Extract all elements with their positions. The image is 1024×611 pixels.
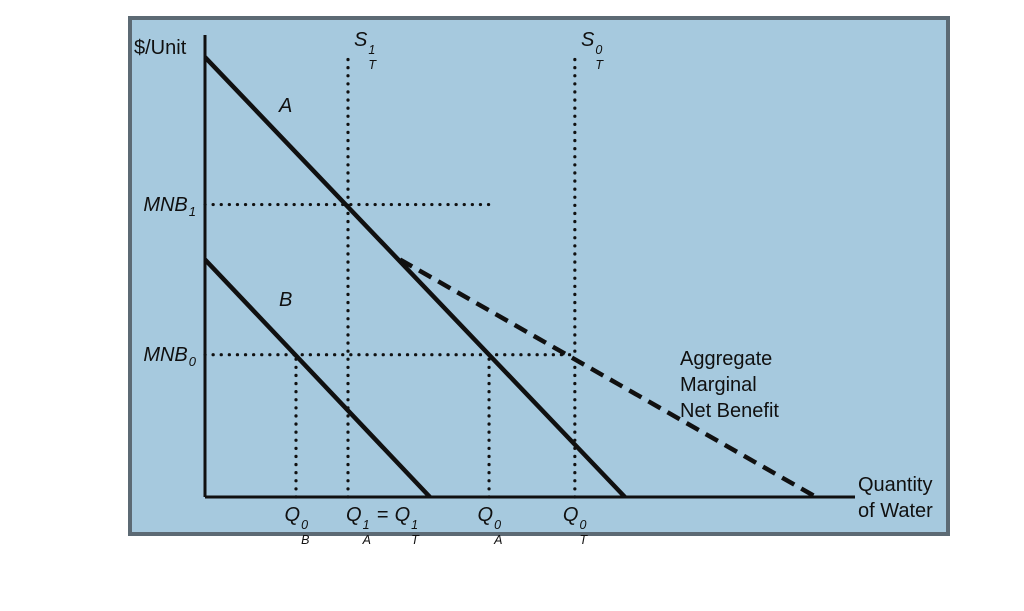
- qa1-sup: 1: [362, 518, 370, 532]
- y-axis-title: $/Unit: [134, 37, 187, 59]
- qb0-sub: B: [301, 532, 310, 547]
- aggregate-annotation-line2: Marginal: [680, 374, 757, 396]
- s0-sub: T: [595, 57, 603, 72]
- qa0-sup: 0: [494, 518, 502, 532]
- mnb1-label: MNB1: [132, 193, 196, 220]
- aggregate-annotation-line1: Aggregate: [680, 348, 773, 370]
- individual-marginal-net-benefit-A: [203, 55, 627, 499]
- curve-a-label: A: [279, 95, 293, 117]
- qb0-sup: 0: [301, 518, 309, 532]
- qa1-base: Q: [346, 504, 362, 526]
- mnb0-sub: 0: [188, 354, 196, 369]
- x-axis-title-line1: Quantity: [858, 474, 933, 496]
- qt0-sub: T: [579, 532, 588, 547]
- s1-sup: 1: [368, 43, 376, 57]
- aggregate-annotation-line3: Net Benefit: [680, 400, 779, 422]
- mnb1-base: MNB: [143, 194, 188, 216]
- x-tick-qa1-qt1: Q 1 A = Q 1 T: [346, 503, 419, 546]
- qt1-sub: T: [411, 532, 419, 547]
- qa0-base: Q: [477, 504, 494, 526]
- qb0-base: Q: [284, 504, 301, 526]
- chart-canvas: [203, 35, 855, 499]
- qt1-base: Q: [394, 504, 411, 526]
- mnb0-base: MNB: [143, 344, 188, 366]
- aggregate-marginal-net-benefit: [398, 257, 818, 499]
- qa1-sub: A: [362, 532, 371, 547]
- equals-sign: =: [376, 504, 389, 526]
- mnb0-label: MNB0: [132, 343, 196, 370]
- s1-sub: T: [368, 57, 376, 72]
- qt0-base: Q: [562, 504, 579, 526]
- qt1-sup: 1: [411, 518, 419, 532]
- s0-base: S: [581, 29, 595, 51]
- qt0-sup: 0: [579, 518, 587, 532]
- x-axis-title-line2: of Water: [858, 500, 933, 522]
- s0-sup: 0: [595, 43, 603, 57]
- aggregate-annotation: Aggregate Marginal Net Benefit: [680, 346, 779, 424]
- qa0-sub: A: [494, 532, 503, 547]
- curve-b-label: B: [279, 289, 293, 311]
- s1-base: S: [354, 29, 368, 51]
- individual-marginal-net-benefit-B: [203, 257, 432, 499]
- x-axis-title: Quantity of Water: [858, 472, 933, 524]
- mnb1-sub: 1: [188, 204, 196, 219]
